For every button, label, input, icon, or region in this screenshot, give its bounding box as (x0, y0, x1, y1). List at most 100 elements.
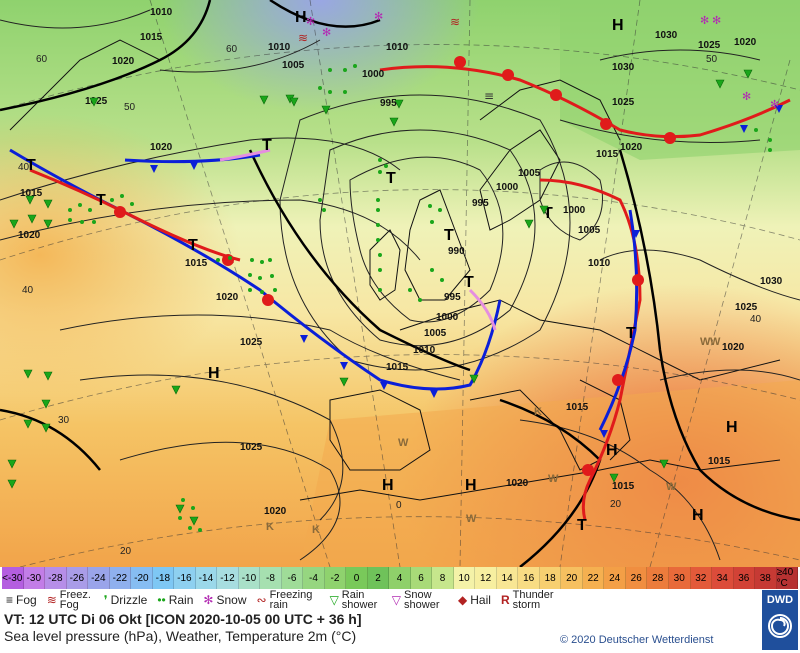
svg-text:1005: 1005 (518, 168, 541, 179)
scale-cell: 8 (432, 567, 454, 589)
legend-item-freezing-fog: ≋ Freez. Fog (47, 589, 94, 611)
svg-text:T: T (386, 170, 396, 187)
svg-text:50: 50 (124, 102, 136, 113)
legend-item-drizzle: ❜ Drizzle (104, 593, 148, 607)
legend-item-rain-shower: ▽ Rain shower (330, 589, 382, 611)
svg-text:1015: 1015 (596, 149, 619, 160)
scale-cell: 30 (668, 567, 691, 589)
svg-text:H: H (726, 419, 738, 436)
scale-cell: 2 (367, 567, 390, 589)
legend-label: Drizzle (110, 593, 148, 607)
legend-item-rain: •• Rain (157, 593, 193, 607)
svg-text:✻: ✻ (374, 10, 383, 23)
fronts (9, 65, 791, 521)
legend-label: Snow (216, 593, 247, 607)
svg-text:1015: 1015 (20, 188, 43, 199)
svg-text:1015: 1015 (612, 481, 635, 492)
svg-text:✻: ✻ (770, 98, 779, 111)
svg-text:H: H (692, 507, 704, 524)
copyright: © 2020 Deutscher Wetterdienst (560, 634, 714, 646)
legend-item-freezing-rain: ∾ Freezing rain (256, 590, 320, 611)
scale-cell: -28 (45, 567, 67, 589)
legend-item-hail: ◆ Hail (458, 593, 491, 607)
svg-text:T: T (577, 517, 587, 534)
legend-label: Rain shower (341, 589, 378, 611)
svg-text:≋: ≋ (298, 31, 308, 45)
graticule (0, 0, 800, 567)
svg-text:995: 995 (380, 98, 397, 109)
scale-cell: 12 (475, 567, 497, 589)
svg-text:W: W (666, 481, 677, 493)
drizzle-icon: ❜ (103, 593, 108, 607)
svg-text:1015: 1015 (140, 32, 163, 43)
scale-cell: 18 (539, 567, 562, 589)
svg-text:W: W (548, 473, 559, 485)
hail-icon: ◆ (458, 593, 468, 607)
svg-text:T: T (444, 227, 454, 244)
svg-text:H: H (612, 17, 624, 34)
scale-cell: 16 (518, 567, 540, 589)
svg-text:1000: 1000 (362, 69, 385, 80)
svg-text:W: W (466, 513, 477, 525)
svg-text:H: H (208, 365, 220, 382)
legend-item-thunderstorm: R Thunder storm (500, 590, 567, 611)
scale-cell: 0 (346, 567, 368, 589)
scale-cell: 34 (712, 567, 734, 589)
scale-cell: -22 (109, 567, 132, 589)
logo-text: DWD (766, 594, 794, 606)
svg-text:1020: 1020 (620, 142, 643, 153)
legend-label: Freez. Fog (59, 589, 91, 611)
scale-cell: 4 (389, 567, 411, 589)
freezing-rain-icon: ∾ (256, 593, 267, 607)
rain-icon: •• (157, 593, 166, 607)
temperature-labels: 40 30 20 60 50 60 0 20 40 50 40 (18, 44, 762, 557)
svg-text:40: 40 (18, 162, 30, 173)
svg-text:T: T (262, 137, 272, 154)
svg-text:1005: 1005 (282, 60, 305, 71)
svg-text:T: T (543, 205, 553, 222)
svg-text:H: H (606, 442, 618, 459)
svg-text:1010: 1010 (268, 42, 291, 53)
isobar-labels: 1010 1015 1020 1025 1020 1015 1020 1015 … (18, 7, 783, 517)
scale-cell: -2 (324, 567, 347, 589)
svg-text:60: 60 (226, 44, 238, 55)
scale-cell: -8 (260, 567, 282, 589)
svg-text:≋: ≋ (450, 15, 460, 29)
thunderstorm-icon: R (500, 593, 510, 607)
svg-text:1030: 1030 (655, 30, 678, 41)
scale-cell: -14 (195, 567, 218, 589)
scale-cell: -24 (88, 567, 110, 589)
scale-cell: 6 (410, 567, 433, 589)
scale-cell: -18 (152, 567, 175, 589)
svg-text:✻: ✻ (322, 26, 331, 39)
svg-text:50: 50 (706, 54, 718, 65)
svg-text:1020: 1020 (264, 506, 287, 517)
scale-cell: 38 (755, 567, 777, 589)
svg-text:W: W (700, 336, 711, 348)
scale-cell: -20 (131, 567, 153, 589)
svg-text:1010: 1010 (150, 7, 173, 18)
svg-text:1010: 1010 (588, 258, 611, 269)
svg-text:K: K (266, 521, 274, 533)
svg-text:1030: 1030 (760, 276, 783, 287)
spiral-icon (768, 614, 792, 638)
scale-cell: -30 (23, 567, 46, 589)
svg-text:1010: 1010 (386, 42, 409, 53)
svg-text:1025: 1025 (240, 337, 263, 348)
legend-label: Rain (168, 593, 194, 607)
map-description: Sea level pressure (hPa), Weather, Tempe… (4, 628, 357, 644)
svg-text:990: 990 (448, 246, 465, 257)
svg-text:1005: 1005 (578, 225, 601, 236)
legend-item-snow-shower: ▽ Snow shower (392, 590, 448, 611)
svg-text:1020: 1020 (216, 292, 239, 303)
svg-text:1015: 1015 (185, 258, 208, 269)
fog-icon: ≡ (6, 593, 14, 607)
scale-cell: 36 (733, 567, 756, 589)
svg-text:✻: ✻ (306, 15, 315, 28)
svg-text:40: 40 (22, 285, 34, 296)
scale-cell: 22 (582, 567, 605, 589)
dwd-logo: DWD (762, 590, 798, 650)
svg-text:1020: 1020 (722, 342, 745, 353)
svg-text:60: 60 (36, 54, 48, 65)
svg-text:1025: 1025 (735, 302, 758, 313)
